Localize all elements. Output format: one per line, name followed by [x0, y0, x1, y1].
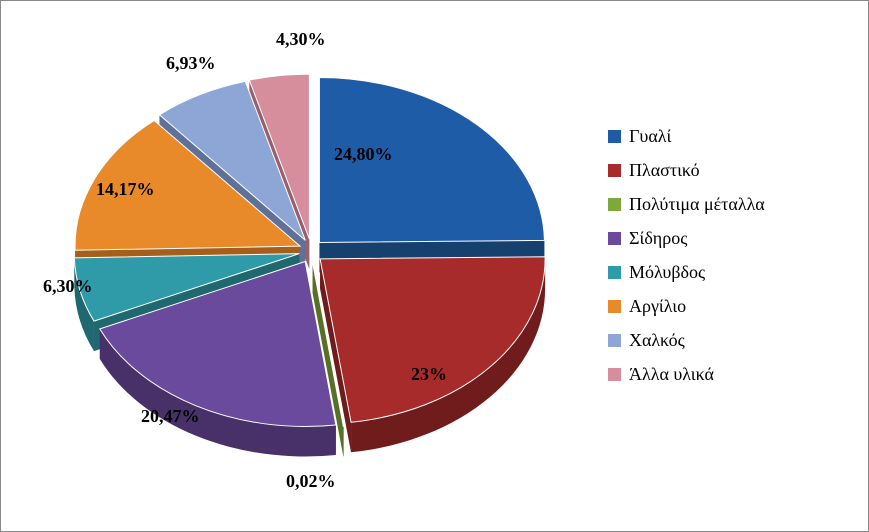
pie-slice-label: 24,80% [334, 144, 393, 165]
pie-slice-label: 20,47% [141, 406, 200, 427]
legend-swatch [608, 368, 621, 381]
pie-slice-label: 6,30% [43, 276, 93, 297]
legend-item: Πολύτιμα μέταλλα [608, 194, 808, 215]
pie-chart: 24,80% 23% 0,02% 20,47% 6,30% 14,17% 6,93% 4,30… [31, 11, 591, 521]
pie-slice-label: 14,17% [96, 179, 155, 200]
legend-item: Αργίλιο [608, 296, 808, 317]
legend-item: Μόλυβδος [608, 262, 808, 283]
legend-swatch [608, 334, 621, 347]
legend-swatch [608, 300, 621, 313]
legend-swatch [608, 232, 621, 245]
pie-slice-label: 23% [411, 364, 447, 385]
legend-label: Πλαστικό [629, 160, 700, 181]
legend-item: Άλλα υλικά [608, 364, 808, 385]
legend-label: Γυαλί [629, 126, 671, 147]
legend-label: Μόλυβδος [629, 262, 705, 283]
pie-svg [31, 11, 591, 521]
legend-label: Χαλκός [629, 330, 685, 351]
pie-slice-label: 0,02% [286, 471, 336, 492]
pie-slice [320, 257, 545, 422]
pie-slice-label: 4,30% [276, 29, 326, 50]
pie-chart-container: 24,80% 23% 0,02% 20,47% 6,30% 14,17% 6,93% 4,30… [0, 0, 869, 532]
legend-item: Σίδηρος [608, 228, 808, 249]
legend-swatch [608, 164, 621, 177]
legend-item: Γυαλί [608, 126, 808, 147]
legend-label: Πολύτιμα μέταλλα [629, 194, 765, 215]
legend-label: Άλλα υλικά [629, 364, 714, 385]
legend-swatch [608, 266, 621, 279]
legend-label: Σίδηρος [629, 228, 687, 249]
legend: Γυαλί Πλαστικό Πολύτιμα μέταλλα Σίδηρος Μόλυ… [608, 126, 808, 398]
legend-label: Αργίλιο [629, 296, 686, 317]
legend-item: Πλαστικό [608, 160, 808, 181]
legend-item: Χαλκός [608, 330, 808, 351]
legend-swatch [608, 198, 621, 211]
legend-swatch [608, 130, 621, 143]
pie-slice-label: 6,93% [166, 53, 216, 74]
